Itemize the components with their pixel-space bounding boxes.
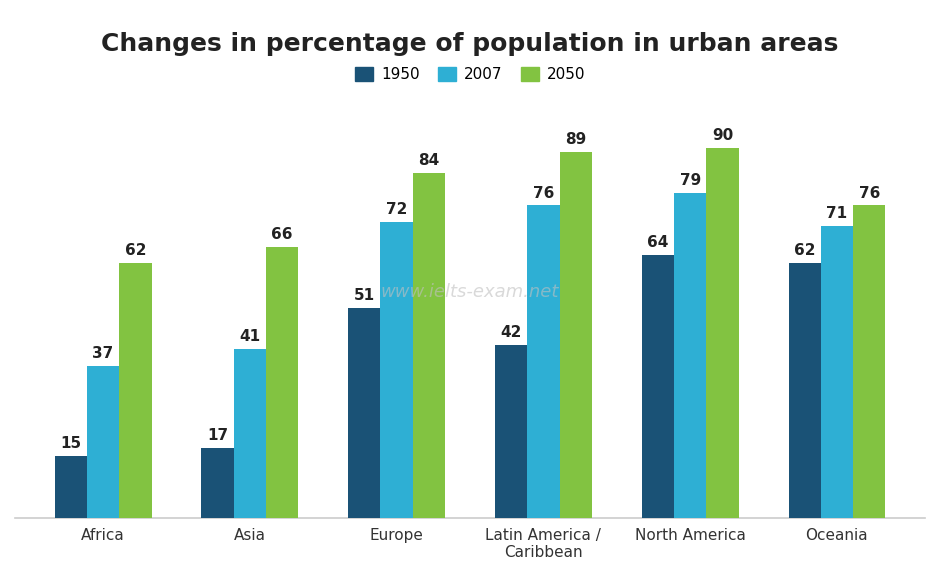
Text: 62: 62 [794, 243, 815, 258]
Bar [413, 172, 445, 518]
Bar [86, 366, 119, 518]
Text: 71: 71 [826, 206, 848, 221]
Text: 62: 62 [125, 243, 146, 258]
Bar [821, 226, 854, 518]
Text: 90: 90 [712, 128, 733, 143]
Text: 76: 76 [533, 186, 554, 201]
Text: 89: 89 [565, 132, 587, 147]
Bar [119, 263, 151, 518]
Text: 15: 15 [60, 436, 82, 451]
Text: 64: 64 [647, 235, 668, 250]
Text: 17: 17 [207, 428, 228, 443]
Text: 79: 79 [680, 173, 701, 188]
Bar [789, 263, 821, 518]
Bar [348, 308, 381, 518]
Bar [266, 247, 298, 518]
Bar [234, 350, 266, 518]
Text: www.ielts-exam.net: www.ielts-exam.net [381, 283, 559, 301]
Bar [381, 222, 413, 518]
Bar [642, 255, 674, 518]
Text: 42: 42 [500, 325, 522, 340]
Text: 72: 72 [386, 202, 407, 217]
Title: Changes in percentage of population in urban areas: Changes in percentage of population in u… [102, 32, 838, 56]
Bar [495, 345, 527, 518]
Bar [201, 448, 234, 518]
Bar [55, 456, 86, 518]
Bar [674, 193, 706, 518]
Bar [559, 152, 592, 518]
Text: 41: 41 [240, 329, 260, 344]
Text: 76: 76 [858, 186, 880, 201]
Legend: 1950, 2007, 2050: 1950, 2007, 2050 [349, 61, 591, 89]
Text: 37: 37 [92, 346, 114, 361]
Bar [706, 148, 739, 518]
Text: 84: 84 [418, 152, 440, 168]
Text: 51: 51 [353, 288, 375, 303]
Text: 66: 66 [272, 227, 293, 242]
Bar [527, 205, 559, 518]
Bar [854, 205, 885, 518]
